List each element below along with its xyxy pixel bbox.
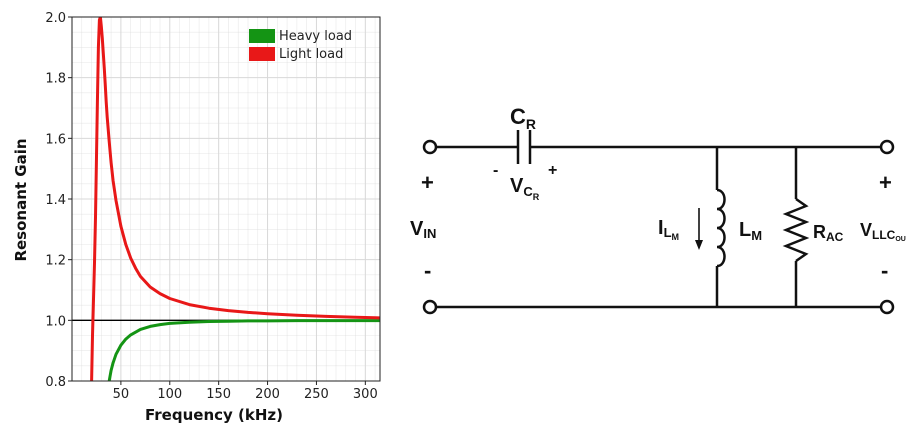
capacitor-voltage-label: VCR xyxy=(510,175,540,202)
y-tick-label: 1.4 xyxy=(45,193,66,208)
terminal-in-top xyxy=(424,141,436,153)
output-voltage-label: VLLCOU xyxy=(860,220,906,243)
y-tick-label: 2.0 xyxy=(45,11,66,26)
input-plus-sign: + xyxy=(421,170,434,195)
resistor-zigzag xyxy=(786,199,806,261)
capacitor-voltage-plus: + xyxy=(548,162,557,179)
inductor-coil xyxy=(717,190,725,266)
x-axis-ticks: 50 100 150 200 250 300 xyxy=(113,381,378,402)
terminal-out-bottom xyxy=(881,301,893,313)
legend-label-light-load: Light load xyxy=(279,47,343,62)
current-arrow-head xyxy=(695,240,703,250)
x-axis-title: Frequency (kHz) xyxy=(145,406,283,424)
y-axis-ticks: 0.8 1.0 1.2 1.4 1.6 1.8 2.0 xyxy=(45,11,72,390)
capacitor-label: CR xyxy=(510,104,536,132)
x-tick-label: 50 xyxy=(113,387,130,402)
chart-legend: Heavy load Light load xyxy=(249,29,352,62)
capacitor-voltage-minus: - xyxy=(493,162,498,179)
resistor-label: RAC xyxy=(813,222,844,244)
y-tick-label: 1.8 xyxy=(45,72,66,87)
y-axis-title: Resonant Gain xyxy=(12,138,30,261)
legend-swatch-light-load xyxy=(249,47,275,61)
x-tick-label: 200 xyxy=(255,387,280,402)
x-tick-label: 100 xyxy=(157,387,182,402)
chart-grid xyxy=(72,17,380,381)
terminal-in-bottom xyxy=(424,301,436,313)
output-minus-sign: - xyxy=(881,258,888,283)
x-tick-label: 250 xyxy=(304,387,329,402)
input-voltage-label: VIN xyxy=(410,218,436,241)
resonant-gain-chart: 50 100 150 200 250 300 0.81.01.21.41.61.82.0 … xyxy=(12,11,380,424)
legend-label-heavy-load: Heavy load xyxy=(279,29,352,44)
y-tick-label: 1.6 xyxy=(45,132,66,147)
legend-swatch-heavy-load xyxy=(249,29,275,43)
input-minus-sign: - xyxy=(424,258,431,283)
magnetizing-current-label: ILM xyxy=(658,217,679,242)
terminal-out-top xyxy=(881,141,893,153)
output-plus-sign: + xyxy=(879,170,892,195)
x-tick-label: 150 xyxy=(206,387,231,402)
y-tick-label: 1.2 xyxy=(45,254,66,269)
inductor-label: LM xyxy=(739,219,762,243)
y-tick-label: 1.0 xyxy=(45,314,66,329)
llc-equivalent-circuit: CR - + VCR + VIN - ILM LM RAC + VLLCOU - xyxy=(410,104,906,313)
y-tick-label: 0.8 xyxy=(45,375,66,390)
x-tick-label: 300 xyxy=(353,387,378,402)
